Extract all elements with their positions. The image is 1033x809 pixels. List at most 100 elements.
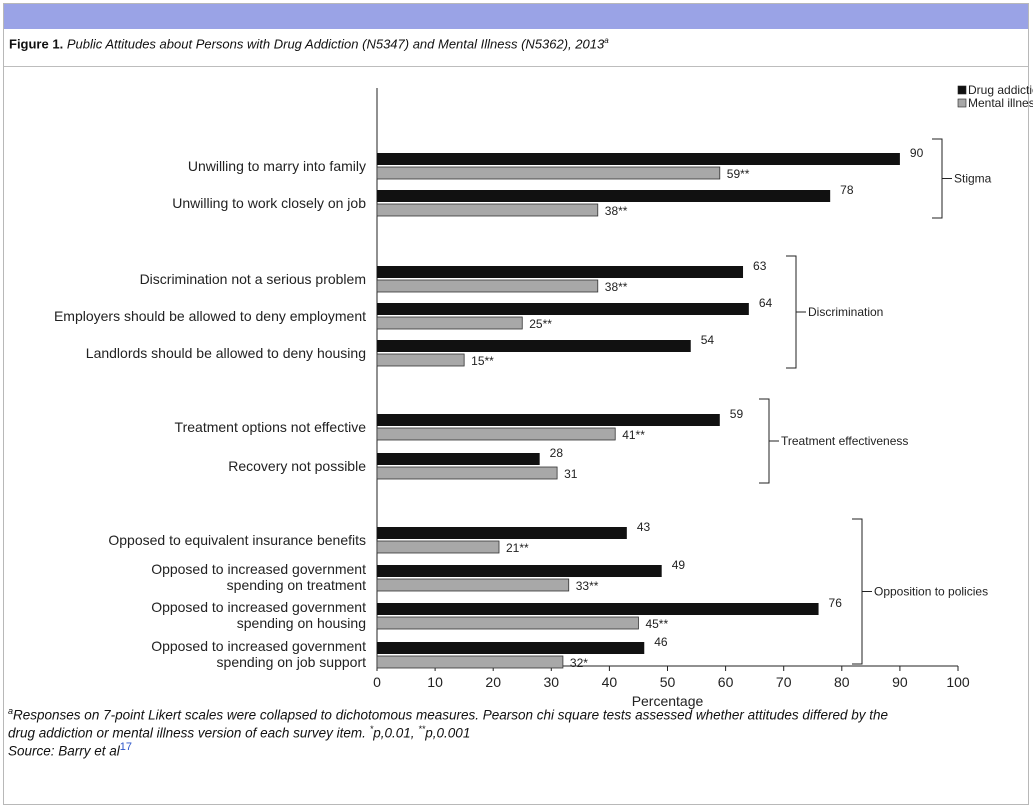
mental-value-label: 15** (471, 354, 494, 368)
drug-value-label: 46 (654, 635, 668, 649)
x-tick-label: 30 (544, 674, 560, 690)
group-label: Stigma (954, 172, 992, 186)
mental-illness-bar (376, 427, 616, 441)
category-label: spending on treatment (227, 577, 366, 593)
category-label: Unwilling to work closely on job (172, 195, 366, 211)
category-label: Opposed to increased government (151, 599, 366, 615)
drug-addiction-bar (377, 266, 744, 278)
drug-value-label: 90 (910, 146, 924, 160)
sig1-sup: * (369, 724, 374, 734)
mental-value-label: 25** (529, 317, 552, 331)
drug-addiction-bar (377, 153, 900, 165)
group-bracket (932, 138, 952, 219)
x-tick-label: 80 (834, 674, 850, 690)
mental-illness-bar (376, 616, 639, 630)
footnote-sup: a (8, 706, 14, 716)
mental-value-label: 38** (605, 280, 628, 294)
drug-value-label: 64 (759, 296, 773, 310)
group-label: Discrimination (808, 305, 883, 319)
drug-addiction-bar (377, 190, 831, 202)
category-label: spending on housing (237, 615, 366, 631)
category-label: Unwilling to marry into family (188, 158, 366, 174)
mental-illness-bar (376, 279, 599, 293)
drug-addiction-bar (377, 340, 691, 352)
group-bracket (852, 518, 872, 665)
drug-value-label: 54 (701, 333, 715, 347)
category-label: Recovery not possible (228, 458, 366, 474)
drug-addiction-bar (377, 642, 645, 654)
mental-value-label: 41** (622, 428, 645, 442)
drug-value-label: 49 (672, 558, 686, 572)
source-ref: 17 (119, 741, 133, 753)
category-label: Opposed to increased government (151, 561, 366, 577)
category-label: Opposed to increased government (151, 638, 366, 654)
category-label: Landlords should be allowed to deny hous… (86, 345, 366, 361)
legend-swatch (957, 85, 967, 95)
x-tick-label: 70 (776, 674, 792, 690)
x-tick-label: 90 (892, 674, 908, 690)
sig2-sup: ** (418, 724, 426, 734)
mental-illness-bar (376, 353, 465, 367)
caption-divider (4, 66, 1028, 67)
drug-value-label: 43 (637, 520, 651, 534)
source-text: Source: Barry et al (8, 743, 120, 759)
footnote-line-2: drug addiction or mental illness version… (8, 720, 470, 743)
group-label: Opposition to policies (874, 585, 988, 599)
category-label: Treatment options not effective (175, 419, 367, 435)
mental-illness-bar (376, 316, 523, 330)
legend-label: Mental illness (968, 96, 1033, 110)
category-label: Opposed to equivalent insurance benefits (108, 532, 366, 548)
mental-illness-bar (376, 466, 558, 480)
sig2-text: p,0.001 (425, 725, 471, 741)
figure-title-sup: a (604, 36, 609, 45)
x-axis-title: Percentage (632, 693, 704, 709)
drug-addiction-bar (377, 303, 749, 315)
drug-value-label: 59 (730, 407, 744, 421)
drug-value-label: 76 (829, 596, 843, 610)
mental-illness-bar (376, 540, 500, 554)
mental-value-label: 21** (506, 541, 529, 555)
mental-value-label: 31 (564, 467, 578, 481)
category-label: Employers should be allowed to deny empl… (54, 308, 366, 324)
figure-frame (3, 3, 1029, 805)
x-tick-label: 40 (602, 674, 618, 690)
footnote-source: Source: Barry et al17 (8, 738, 132, 761)
mental-value-label: 32* (570, 656, 588, 670)
x-tick-label: 10 (427, 674, 443, 690)
drug-value-label: 63 (753, 259, 767, 273)
legend-label: Drug addiction (968, 83, 1033, 97)
mental-illness-bar (376, 166, 721, 180)
legend-swatch (957, 98, 967, 108)
footnote-text-1: Responses on 7-point Likert scales were … (13, 707, 888, 723)
footnote-line-1: aResponses on 7-point Likert scales were… (8, 702, 888, 725)
drug-addiction-bar (377, 527, 627, 539)
group-label: Treatment effectiveness (781, 434, 908, 448)
drug-addiction-bar (377, 603, 819, 615)
drug-addiction-bar (377, 414, 720, 426)
group-bracket (759, 398, 779, 484)
drug-addiction-bar (377, 565, 662, 577)
mental-illness-bar (376, 578, 570, 592)
category-label: spending on job support (217, 654, 367, 670)
x-tick-label: 100 (946, 674, 970, 690)
mental-value-label: 33** (576, 579, 599, 593)
x-tick-label: 60 (718, 674, 734, 690)
x-tick-label: 50 (660, 674, 676, 690)
figure-caption: Figure 1. Public Attitudes about Persons… (9, 36, 1019, 51)
drug-value-label: 78 (840, 183, 854, 197)
mental-value-label: 38** (605, 204, 628, 218)
x-tick-label: 20 (485, 674, 501, 690)
figure-title: Public Attitudes about Persons with Drug… (66, 36, 605, 52)
drug-value-label: 28 (550, 446, 564, 460)
sig1-text: p,0.01, (373, 725, 415, 741)
x-tick-label: 0 (373, 674, 381, 690)
mental-value-label: 59** (727, 167, 750, 181)
category-label: Discrimination not a serious problem (140, 271, 366, 287)
mental-illness-bar (376, 655, 564, 669)
mental-value-label: 45** (645, 617, 668, 631)
mental-illness-bar (376, 203, 599, 217)
figure-accent-bar (4, 4, 1028, 29)
figure-label: Figure 1. (9, 36, 64, 52)
footnote-text-2: drug addiction or mental illness version… (8, 725, 366, 741)
